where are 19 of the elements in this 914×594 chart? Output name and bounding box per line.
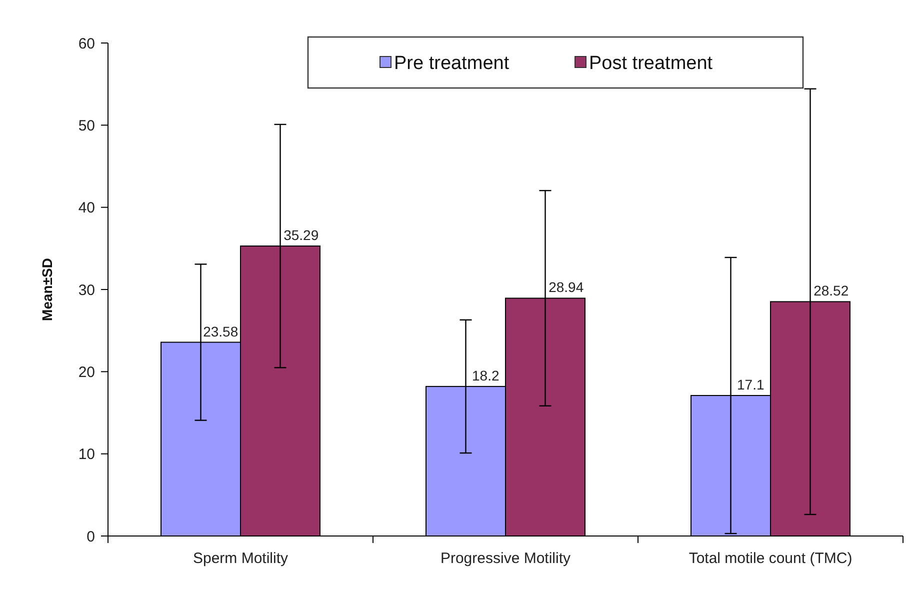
- data-label: 28.52: [814, 282, 849, 299]
- data-label: 35.29: [284, 227, 319, 244]
- data-label: 17.1: [737, 376, 764, 392]
- x-tick-label: Total motile count (TMC): [688, 550, 852, 567]
- data-label: 18.2: [472, 367, 500, 384]
- legend-label: Post treatment: [589, 53, 714, 74]
- y-tick-label: 20: [78, 364, 95, 381]
- x-tick-label: Sperm Motility: [192, 550, 288, 567]
- y-tick-label: 0: [86, 528, 95, 546]
- data-label: 23.58: [203, 323, 238, 340]
- y-tick-label: 10: [78, 446, 95, 464]
- data-label: 28.94: [548, 279, 584, 296]
- y-tick-label: 50: [78, 117, 95, 134]
- y-tick-label: 60: [78, 35, 95, 52]
- y-tick-label: 40: [78, 200, 95, 217]
- x-tick-label: Progressive Motility: [440, 550, 572, 567]
- y-tick-label: 30: [78, 282, 95, 299]
- legend-label: Pre treatment: [394, 53, 510, 74]
- y-axis-title: Mean±SD: [39, 258, 55, 321]
